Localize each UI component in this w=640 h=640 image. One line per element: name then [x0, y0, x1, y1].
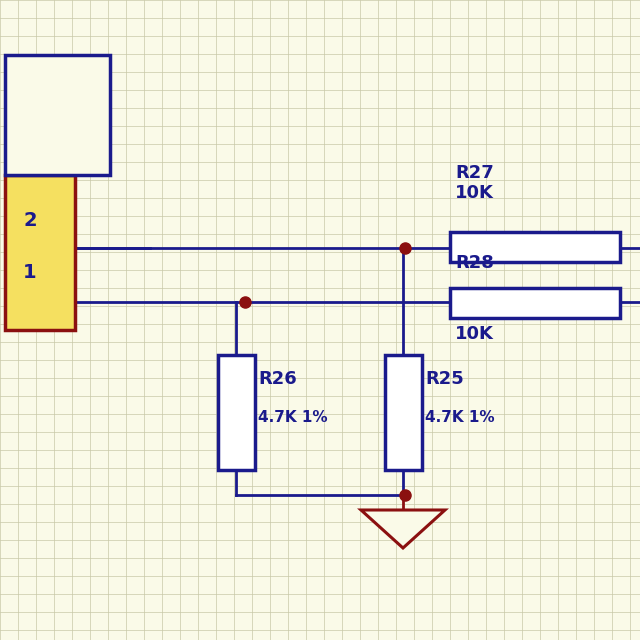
- FancyBboxPatch shape: [450, 232, 620, 262]
- Text: R27: R27: [455, 164, 493, 182]
- FancyBboxPatch shape: [5, 175, 75, 330]
- FancyBboxPatch shape: [218, 355, 255, 470]
- Polygon shape: [361, 510, 445, 548]
- FancyBboxPatch shape: [385, 355, 422, 470]
- FancyBboxPatch shape: [5, 55, 110, 175]
- FancyBboxPatch shape: [450, 288, 620, 318]
- Text: 2: 2: [23, 211, 37, 230]
- Text: 10K: 10K: [455, 325, 494, 343]
- Text: 4.7K 1%: 4.7K 1%: [258, 410, 328, 425]
- Text: R25: R25: [425, 370, 464, 388]
- Text: R28: R28: [455, 254, 494, 272]
- Text: 1: 1: [23, 262, 37, 282]
- Text: 4.7K 1%: 4.7K 1%: [425, 410, 495, 425]
- Text: 10K: 10K: [455, 184, 494, 202]
- Text: R26: R26: [258, 370, 297, 388]
